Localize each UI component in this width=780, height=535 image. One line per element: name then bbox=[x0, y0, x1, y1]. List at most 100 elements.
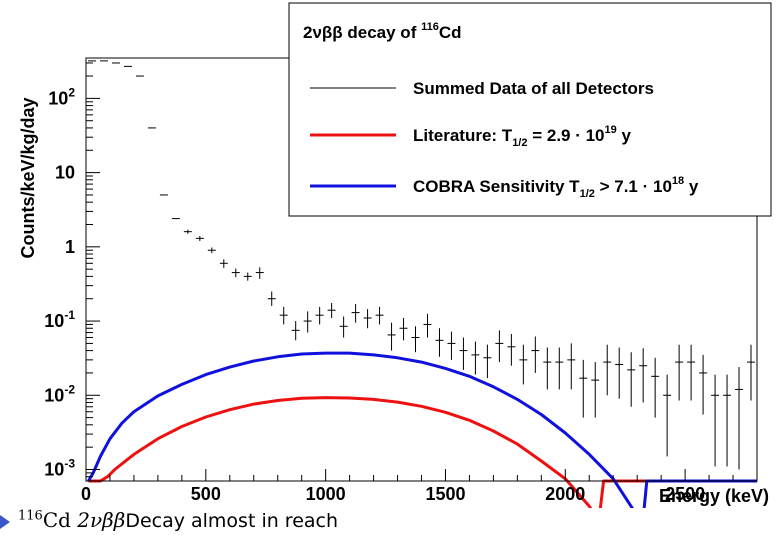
data-point bbox=[195, 235, 204, 241]
x-tick-label: 0 bbox=[81, 484, 91, 504]
legend-entry-value: > 7.1 · 10 bbox=[595, 177, 672, 196]
data-point bbox=[243, 272, 252, 281]
y-tick-base: 10 bbox=[44, 385, 64, 405]
x-tick-label: 500 bbox=[191, 484, 221, 504]
data-point bbox=[219, 259, 228, 268]
legend-header-element: Cd bbox=[439, 23, 462, 42]
legend-entry-label: Summed Data of all Detectors bbox=[413, 79, 654, 98]
y-tick-exponent: -3 bbox=[64, 457, 75, 471]
data-point bbox=[399, 317, 408, 341]
y-axis-label: Counts/keV/kg/day bbox=[18, 97, 38, 258]
legend-entry-text: COBRA Sensitivity T bbox=[413, 177, 580, 196]
legend-entries: Summed Data of all Detectors Literature: … bbox=[310, 79, 699, 200]
legend-header: 2νββ decay of 116Cd bbox=[303, 21, 462, 42]
legend-entry-subscript: 1/2 bbox=[580, 188, 595, 200]
x-tick-label: 2000 bbox=[545, 484, 585, 504]
caption-mass-number: 116 bbox=[18, 508, 43, 524]
data-point bbox=[627, 352, 636, 407]
x-axis-label: Energy (keV) bbox=[659, 486, 769, 506]
data-point bbox=[291, 321, 300, 341]
data-point bbox=[255, 267, 264, 279]
decay-spectrum-chart: 0 500 1000 1500 2000 2500 10-310-210-1110102 … bbox=[18, 2, 772, 508]
data-point bbox=[231, 268, 240, 278]
y-tick-base: 10 bbox=[44, 311, 64, 331]
y-tick-label: 10-3 bbox=[44, 457, 75, 480]
legend-entry-exponent: 19 bbox=[605, 124, 617, 136]
data-point bbox=[483, 344, 492, 379]
data-point bbox=[711, 374, 720, 467]
slide-caption: 116Cd 2νββDecay almost in reach bbox=[0, 508, 560, 535]
legend-entry-unit: y bbox=[684, 177, 699, 196]
data-point bbox=[411, 326, 420, 353]
y-tick-base: 10 bbox=[44, 460, 64, 480]
data-point bbox=[579, 359, 588, 418]
data-point bbox=[375, 306, 384, 325]
x-tick-label: 2500 bbox=[665, 484, 705, 504]
legend-entry-text: Summed Data of all Detectors bbox=[413, 79, 654, 98]
legend-entry-label: COBRA Sensitivity T1/2 > 7.1 · 1018 y bbox=[413, 175, 699, 200]
data-point bbox=[387, 322, 396, 351]
data-point bbox=[519, 344, 528, 385]
caption-rest: Decay almost in reach bbox=[125, 510, 339, 532]
data-point bbox=[615, 347, 624, 399]
y-tick-label: 102 bbox=[48, 85, 75, 108]
y-tick-exponent: -1 bbox=[64, 308, 75, 322]
data-point bbox=[339, 316, 348, 338]
data-point bbox=[327, 303, 336, 318]
data-point bbox=[555, 347, 564, 390]
x-tick-label: 1000 bbox=[306, 484, 346, 504]
legend-entry-value: = 2.9 · 10 bbox=[527, 126, 604, 145]
caption-element: Cd bbox=[42, 508, 71, 532]
legend-entry-exponent: 18 bbox=[672, 175, 684, 187]
legend: 2νββ decay of 116Cd Summed Data of all D… bbox=[288, 2, 772, 217]
data-point bbox=[363, 309, 372, 329]
x-tick-label: 1500 bbox=[425, 484, 465, 504]
data-point bbox=[687, 344, 696, 401]
data-point bbox=[603, 344, 612, 396]
data-point bbox=[735, 367, 744, 470]
legend-entry-label: Literature: T1/2 = 2.9 · 1019 y bbox=[413, 124, 631, 149]
y-tick-label: 1 bbox=[65, 237, 75, 257]
data-point bbox=[267, 291, 276, 306]
data-point bbox=[567, 343, 576, 390]
legend-entry-subscript: 1/2 bbox=[512, 137, 527, 149]
data-point bbox=[303, 311, 312, 333]
y-tick-label: 10-2 bbox=[44, 382, 75, 405]
data-point bbox=[495, 330, 504, 363]
data-point bbox=[351, 303, 360, 323]
data-point bbox=[591, 362, 600, 418]
x-axis: 0 500 1000 1500 2000 2500 bbox=[81, 469, 734, 504]
y-tick-exponent: 2 bbox=[68, 85, 75, 99]
y-tick-base: 10 bbox=[48, 88, 68, 108]
data-point bbox=[639, 348, 648, 403]
y-tick-exponent: -2 bbox=[64, 382, 75, 396]
data-point bbox=[279, 306, 288, 325]
y-tick-label: 10-1 bbox=[44, 308, 75, 331]
data-point bbox=[207, 247, 216, 254]
data-point bbox=[471, 341, 480, 375]
triangle-bullet-icon bbox=[0, 514, 10, 529]
caption-mode: 2νββ bbox=[77, 508, 126, 532]
data-point bbox=[531, 336, 540, 373]
data-point bbox=[507, 333, 516, 366]
data-point bbox=[459, 337, 468, 370]
legend-entry-text: Literature: T bbox=[413, 126, 513, 145]
data-point bbox=[435, 328, 444, 357]
data-point bbox=[183, 229, 192, 234]
y-tick-base: 10 bbox=[55, 163, 75, 183]
data-point bbox=[723, 374, 732, 467]
data-point bbox=[447, 331, 456, 360]
legend-header-mass-number: 116 bbox=[421, 21, 439, 33]
y-tick-base: 1 bbox=[65, 237, 75, 257]
data-point bbox=[699, 354, 708, 415]
data-point bbox=[675, 344, 684, 401]
legend-box bbox=[288, 2, 772, 217]
data-point bbox=[543, 347, 552, 390]
y-tick-label: 10 bbox=[55, 163, 75, 183]
data-point bbox=[747, 344, 755, 401]
data-point bbox=[315, 306, 324, 325]
data-point bbox=[423, 313, 432, 338]
legend-entry-unit: y bbox=[617, 126, 632, 145]
literature-curve bbox=[88, 396, 757, 508]
